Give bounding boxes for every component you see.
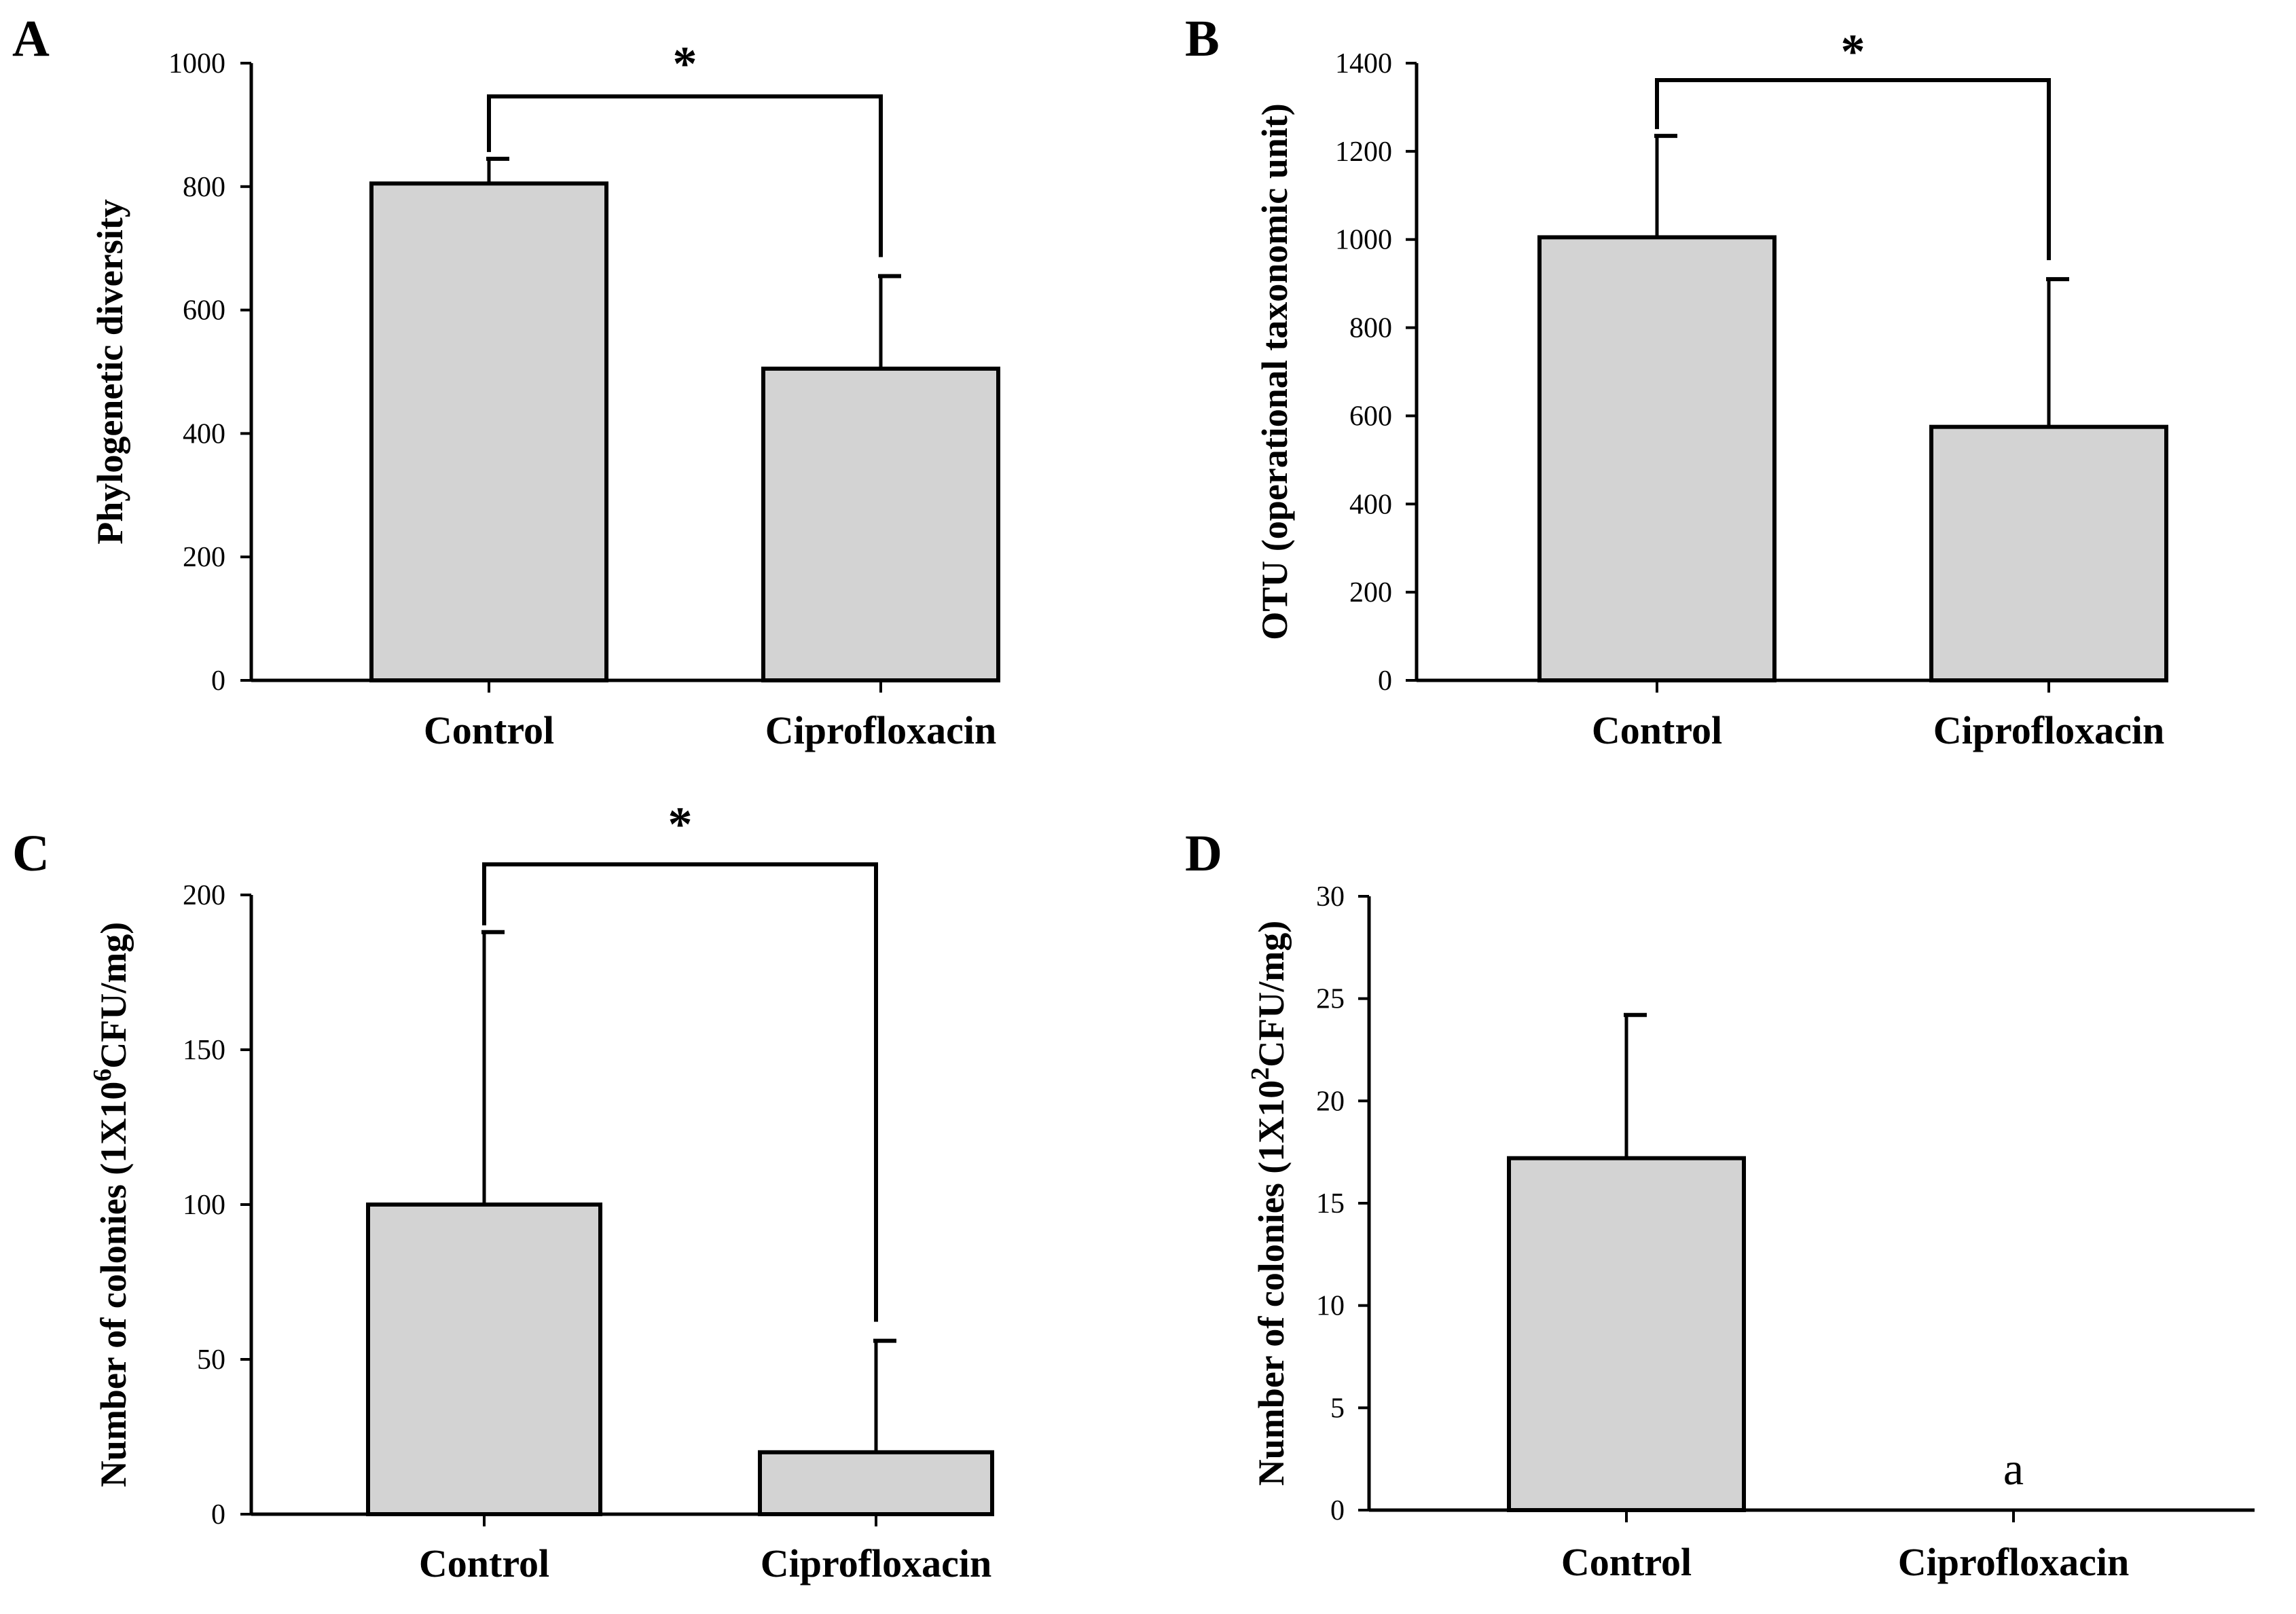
- bar-control: [366, 1203, 602, 1516]
- y-axis-label-suffix: CFU/mg): [93, 922, 134, 1069]
- category-label: Ciprofloxacin: [1898, 1540, 2130, 1584]
- y-axis-label-superscript: 2: [1246, 1067, 1275, 1080]
- y-axis-label: Phylogenetic diversity: [90, 199, 130, 544]
- y-tick-label: 0: [211, 1499, 225, 1530]
- panel-letter: A: [12, 10, 50, 67]
- y-tick-label: 1000: [168, 48, 225, 79]
- y-tick-label: 10: [1316, 1291, 1345, 1322]
- y-tick-label: 1200: [1335, 136, 1392, 168]
- y-tick-label: 15: [1316, 1188, 1345, 1219]
- panel-letter: C: [12, 825, 50, 882]
- category-label: Control: [1592, 708, 1722, 752]
- y-tick-label: 30: [1316, 881, 1345, 913]
- significance-star: *: [1841, 24, 1865, 79]
- y-tick-label: 400: [183, 418, 225, 450]
- significance-star: *: [673, 37, 697, 91]
- y-axis-label: Number of colonies (1X102CFU/mg): [1246, 921, 1292, 1486]
- y-tick-label: 50: [197, 1344, 225, 1376]
- y-tick-label: 200: [1349, 577, 1392, 608]
- y-tick-label: 0: [211, 665, 225, 697]
- significance-bracket: [1655, 78, 2051, 261]
- y-tick-label: 25: [1316, 984, 1345, 1015]
- panel-b: B 0 200 400 600 800 1000 1200 1400 Control Ciprofl…: [1185, 10, 2168, 752]
- significance-bracket: [487, 94, 883, 257]
- bar-ciprofloxacin: [761, 366, 1000, 683]
- y-tick-label: 0: [1330, 1495, 1345, 1526]
- y-tick-label: 800: [1349, 313, 1392, 344]
- y-axis-label: OTU (operational taxonomic unit): [1254, 103, 1295, 640]
- y-axis-label-prefix: Number of colonies (1X10: [1251, 1080, 1292, 1486]
- y-tick-label: 1000: [1335, 225, 1392, 256]
- category-label: Ciprofloxacin: [1933, 708, 2165, 752]
- annotation-label: a: [2003, 1443, 2024, 1494]
- y-tick-label: 150: [183, 1035, 225, 1066]
- category-label: Ciprofloxacin: [761, 1541, 992, 1585]
- y-tick-label: 200: [183, 542, 225, 573]
- category-label: Control: [424, 708, 554, 752]
- y-axis-label-prefix: Number of colonies (1X10: [93, 1082, 134, 1487]
- panel-letter: D: [1185, 825, 1222, 882]
- y-tick-label: 20: [1316, 1086, 1345, 1117]
- y-tick-label: 600: [1349, 401, 1392, 432]
- category-label: Control: [419, 1541, 549, 1585]
- y-tick-label: 200: [183, 880, 225, 911]
- bar-ciprofloxacin: [758, 1450, 994, 1517]
- y-axis-label: Number of colonies (1X106CFU/mg): [88, 922, 134, 1487]
- panel-a: A 0 200 400 600 800 1000 Control Ciprofloxacin * P…: [12, 10, 1000, 752]
- panel-d: D 0 5 10 15 20 25 30 Control Ciprofloxacin a Number…: [1185, 825, 2255, 1584]
- y-tick-label: 100: [183, 1190, 225, 1221]
- y-tick-label: 400: [1349, 489, 1392, 520]
- significance-bracket: [482, 862, 878, 1322]
- bar-ciprofloxacin: [1929, 424, 2168, 682]
- y-axis-label-superscript: 6: [88, 1069, 117, 1082]
- significance-star: *: [668, 797, 693, 851]
- category-label: Ciprofloxacin: [765, 708, 997, 752]
- y-tick-label: 800: [183, 172, 225, 203]
- y-axis-label-suffix: CFU/mg): [1251, 921, 1292, 1067]
- panel-c: C 0 50 100 150 200 Control Ciprofloxacin * Number…: [12, 797, 994, 1585]
- panel-letter: B: [1185, 10, 1220, 67]
- category-label: Control: [1561, 1540, 1692, 1584]
- y-tick-label: 5: [1330, 1393, 1345, 1424]
- y-tick-label: 600: [183, 295, 225, 327]
- bar-control: [1537, 235, 1776, 683]
- y-tick-label: 1400: [1335, 48, 1392, 79]
- bar-control: [369, 181, 608, 682]
- y-tick-label: 0: [1378, 665, 1392, 697]
- bar-control: [1507, 1156, 1746, 1512]
